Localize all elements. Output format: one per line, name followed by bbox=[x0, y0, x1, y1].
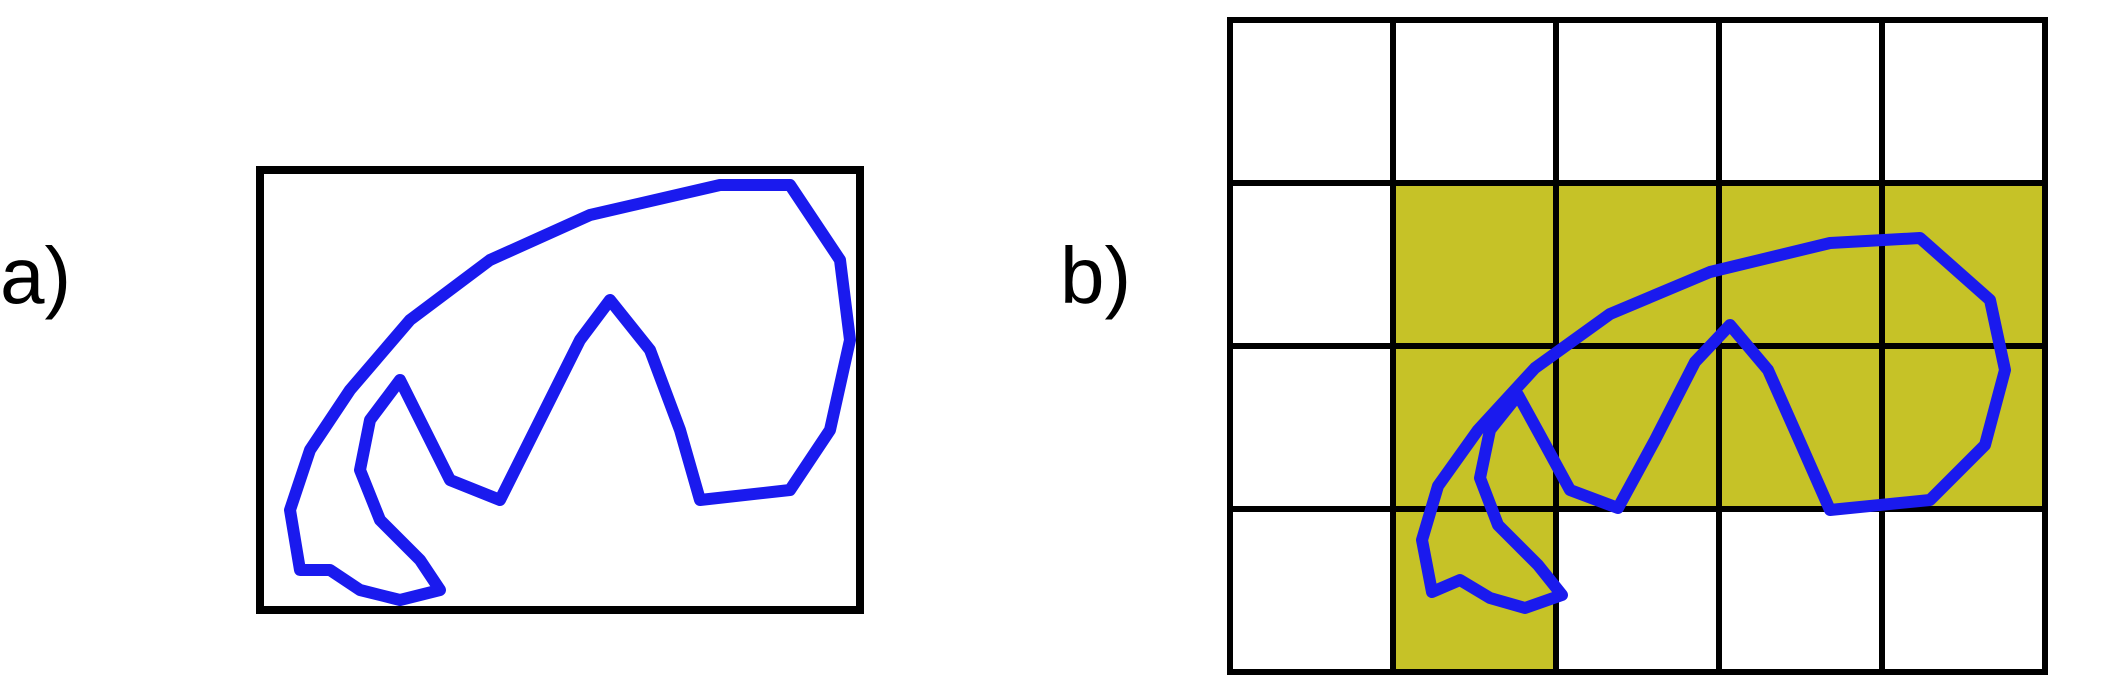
grid-cell bbox=[1719, 346, 1882, 509]
grid-cell bbox=[1882, 20, 2045, 183]
grid-cell bbox=[1882, 509, 2045, 672]
grid-cell bbox=[1556, 509, 1719, 672]
grid-cell bbox=[1230, 183, 1393, 346]
grid-cell bbox=[1719, 20, 1882, 183]
diagram-canvas: a) b) bbox=[0, 0, 2113, 690]
grid-cell bbox=[1719, 509, 1882, 672]
svg-layer bbox=[0, 0, 2113, 690]
grid-cell bbox=[1230, 20, 1393, 183]
panel-a-shape bbox=[290, 185, 850, 600]
grid-cell bbox=[1393, 20, 1556, 183]
grid-cell bbox=[1230, 509, 1393, 672]
grid-cell bbox=[1882, 346, 2045, 509]
panel-b-grid bbox=[1230, 20, 2045, 672]
grid-cell bbox=[1882, 183, 2045, 346]
grid-cell bbox=[1393, 183, 1556, 346]
grid-cell bbox=[1556, 20, 1719, 183]
grid-cell bbox=[1556, 183, 1719, 346]
grid-cell bbox=[1230, 346, 1393, 509]
